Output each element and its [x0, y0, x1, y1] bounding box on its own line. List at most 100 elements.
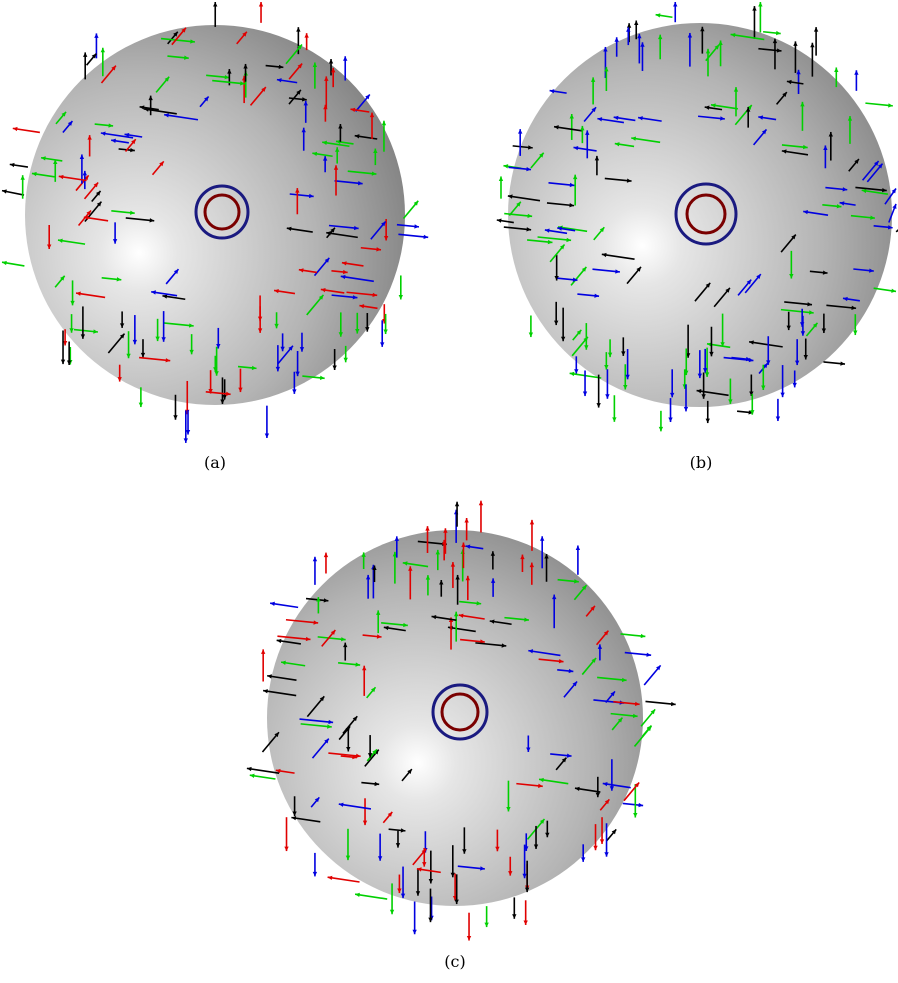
arrow-head: [796, 69, 801, 75]
arrow-head: [730, 32, 736, 38]
caption-c: (c): [444, 952, 466, 971]
arrow-head: [658, 34, 663, 40]
arrow-head: [454, 501, 460, 507]
arrow-head: [450, 562, 456, 567]
arrow-head: [704, 105, 710, 110]
vector-arrow: [865, 102, 893, 107]
arrow-head: [292, 811, 297, 817]
arrow-head: [498, 176, 504, 181]
arrow-head: [539, 152, 544, 158]
arrow-head: [582, 391, 588, 397]
arrow-head: [164, 113, 169, 118]
arrow-head: [595, 792, 600, 798]
vector-arrow: [503, 226, 532, 231]
sphere: [267, 530, 643, 906]
vector-arrow: [826, 304, 857, 310]
arrow-head: [634, 20, 639, 26]
arrow-head: [749, 391, 754, 396]
ring-outer: [431, 683, 489, 741]
arrow-head: [407, 769, 412, 774]
arrow-head: [776, 48, 782, 53]
vector-arrow: [748, 341, 783, 348]
arrow-head: [706, 342, 712, 347]
vector-arrow: [557, 226, 588, 233]
arrow-head: [87, 135, 92, 140]
arrow-head: [267, 674, 272, 679]
arrow-head: [164, 76, 170, 82]
arrow-head: [185, 430, 191, 435]
arrow-head: [524, 846, 529, 851]
vector-arrow: [730, 33, 765, 41]
arrow-head: [86, 210, 92, 216]
vector-arrow: [327, 876, 360, 883]
arrow-head: [522, 873, 527, 879]
arrow-head: [834, 67, 839, 72]
arrow-head: [381, 221, 386, 227]
arrow-head: [83, 215, 89, 221]
arrow-head: [246, 766, 252, 772]
arrow-head: [821, 328, 827, 334]
arrow-head: [636, 266, 641, 272]
arrow-head: [528, 649, 534, 654]
arrow-head: [335, 139, 341, 145]
vector-arrow: [528, 649, 561, 657]
arrow-head: [345, 726, 351, 732]
arrow-head: [604, 66, 609, 72]
arrow-head: [249, 773, 255, 778]
arrow-head: [549, 89, 555, 94]
arrow-head: [308, 193, 314, 199]
arrow-head: [574, 579, 579, 584]
arrow-head: [343, 56, 348, 61]
arrow-head: [304, 33, 309, 38]
arrow-head: [613, 115, 619, 121]
arrow-head: [345, 855, 351, 861]
arrow-head: [303, 100, 308, 106]
arrow-head: [184, 55, 189, 60]
vector-arrow: [417, 540, 447, 546]
vector-arrow: [322, 141, 350, 148]
arrow-head: [758, 115, 764, 120]
arrow-head: [569, 114, 574, 119]
arrow-head: [416, 867, 422, 872]
arrow-head: [57, 238, 63, 243]
arrow-head: [220, 399, 225, 404]
arrow-head: [425, 526, 430, 531]
arrow-head: [155, 336, 160, 342]
arrow-head: [812, 322, 818, 328]
arrow-head: [362, 820, 368, 826]
arrow-head: [823, 145, 828, 150]
arrow-head: [763, 363, 768, 369]
arrow-head: [93, 329, 98, 334]
arrow-head: [847, 116, 853, 121]
arrow-head: [213, 2, 218, 7]
vector-arrow: [597, 676, 627, 682]
arrow-head: [373, 148, 378, 154]
arrow-head: [476, 601, 482, 606]
arrow-head: [328, 59, 334, 64]
arrow-head: [2, 260, 7, 266]
arrow-head: [69, 328, 74, 333]
arrow-head: [258, 2, 264, 7]
arrow-head: [84, 175, 89, 181]
arrow-head: [590, 77, 596, 82]
arrow-head: [574, 369, 579, 374]
arrow-head: [376, 247, 382, 252]
arrow-head: [330, 630, 336, 635]
arrow-head: [807, 302, 813, 307]
arrow-head: [132, 339, 138, 345]
arrow-head: [403, 622, 408, 628]
arrow-head: [324, 257, 330, 263]
arrow-head: [461, 542, 466, 547]
arrow-head: [566, 753, 572, 758]
arrow-head: [687, 32, 693, 38]
vector-arrow: [326, 231, 358, 239]
arrow-head: [854, 70, 859, 75]
arrow-head: [374, 781, 380, 787]
arrow-head: [705, 282, 711, 288]
arrow-head: [275, 768, 281, 774]
arrow-head: [80, 334, 86, 339]
sphere: [25, 25, 405, 405]
arrow-head: [700, 26, 705, 32]
arrow-head: [377, 856, 383, 861]
